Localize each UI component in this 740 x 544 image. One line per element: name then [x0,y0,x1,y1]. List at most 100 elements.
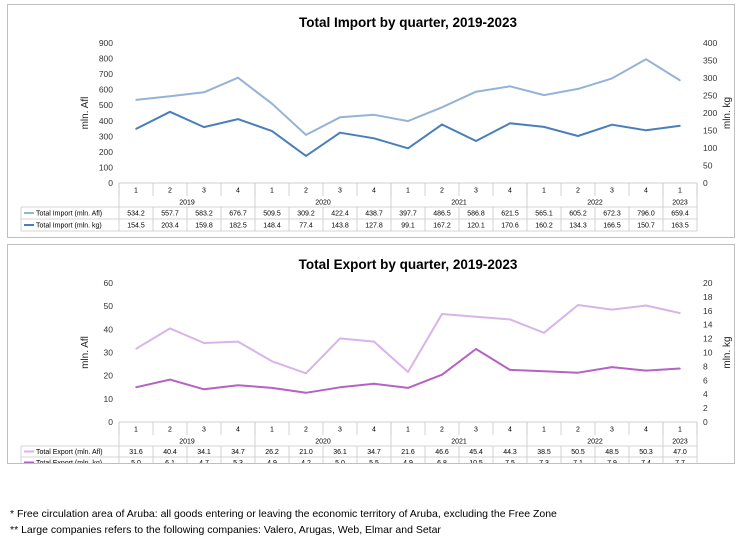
y2-tick-label: 12 [703,334,713,344]
quarter-label: 1 [270,188,274,195]
data-point [271,130,273,132]
data-label: 7.5 [505,460,515,463]
data-point [509,318,511,321]
quarter-label: 3 [610,427,614,434]
data-point [543,94,545,96]
data-label: 50.5 [571,449,585,456]
legend-entry: Total Import (mln. Afl) [36,211,102,218]
data-label: 5.3 [233,460,243,463]
y2-tick-label: 400 [703,38,717,48]
data-point [169,111,171,113]
data-point [169,327,171,330]
data-point [611,308,613,311]
data-label: 534.2 [127,211,145,218]
data-label: 672.3 [603,211,621,218]
quarter-label: 1 [406,188,410,195]
data-point [237,118,239,120]
data-label: 160.2 [535,223,553,230]
quarter-label: 3 [474,188,478,195]
data-point [577,135,579,137]
series-line [135,110,681,157]
data-label: 586.8 [467,211,485,218]
year-label: 2022 [587,439,603,446]
data-point [645,369,647,372]
y-axis-label: mln. Afl [80,336,91,369]
data-point [305,155,307,157]
y2-tick-label: 20 [703,278,713,288]
legend-entry: Total Export (mln. kg) [36,460,102,463]
y-tick-label: 30 [104,348,114,358]
quarter-label: 1 [134,188,138,195]
y-tick-label: 300 [99,131,113,141]
data-point [679,367,681,370]
y2-tick-label: 0 [703,417,708,427]
data-label: 422.4 [331,211,349,218]
data-point [237,340,239,343]
quarter-label: 4 [508,188,512,195]
data-label: 486.5 [433,211,451,218]
data-label: 150.7 [637,223,655,230]
data-label: 99.1 [401,223,415,230]
y2-axis-label: mln. kg [722,336,733,368]
quarter-label: 1 [406,427,410,434]
data-point [135,386,137,389]
data-label: 120.1 [467,223,485,230]
data-label: 148.4 [263,223,281,230]
data-point [203,388,205,391]
data-label: 50.3 [639,449,653,456]
data-point [645,58,647,60]
data-label: 509.5 [263,211,281,218]
data-label: 5.0 [131,460,141,463]
data-point [577,371,579,374]
y2-tick-label: 150 [703,126,717,136]
y2-tick-label: 6 [703,375,708,385]
data-point [339,116,341,119]
data-label: 47.0 [673,449,687,456]
data-label: 5.0 [335,460,345,463]
quarter-label: 1 [678,427,682,434]
quarter-label: 3 [202,188,206,195]
export-chart: Total Export by quarter, 2019-2023010203… [20,257,733,463]
data-point [135,99,137,101]
data-label: 621.5 [501,211,519,218]
y-tick-label: 400 [99,116,113,126]
data-point [407,120,409,122]
data-point [203,91,205,94]
data-label: 77.4 [299,223,313,230]
y2-tick-label: 4 [703,389,708,399]
export-chart-panel: Total Export by quarter, 2019-2023 0 10 20 3… [7,244,735,464]
data-point [271,387,273,389]
y2-tick-label: 100 [703,143,717,153]
data-label: 127.8 [365,223,383,230]
data-point [543,332,545,334]
data-point [475,316,477,318]
y2-tick-label: 350 [703,56,717,66]
quarter-label: 3 [338,188,342,195]
quarter-label: 3 [610,188,614,195]
data-point [679,125,681,127]
quarter-label: 2 [168,427,172,434]
data-point [271,102,273,105]
data-label: 44.3 [503,449,517,456]
year-label: 2023 [672,439,688,446]
data-point [305,372,307,375]
y-tick-label: 200 [99,147,113,157]
footnote-free-circulation: * Free circulation area of Aruba: all go… [10,508,557,520]
data-point [373,383,375,385]
chart-title: Total Export by quarter, 2019-2023 [299,257,518,272]
data-label: 40.4 [163,449,177,456]
data-label: 31.6 [129,449,143,456]
data-point [135,128,137,130]
legend-entry: Total Export (mln. Afl) [36,449,103,456]
quarter-label: 1 [542,427,546,434]
data-label: 21.0 [299,449,313,456]
data-label: 45.4 [469,449,483,456]
data-label: 4.9 [267,460,277,463]
data-label: 10.5 [469,460,483,463]
data-label: 159.8 [195,223,213,230]
data-point [475,140,477,142]
data-label: 5.5 [369,460,379,463]
data-label: 36.1 [333,449,347,456]
data-label: 796.0 [637,211,655,218]
quarter-label: 4 [372,188,376,195]
